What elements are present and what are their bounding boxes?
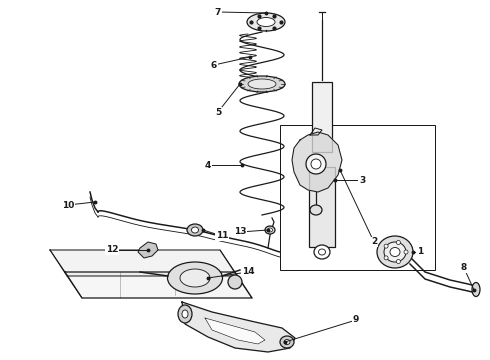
Ellipse shape: [180, 269, 210, 287]
Text: 14: 14: [242, 267, 254, 276]
Ellipse shape: [268, 228, 272, 232]
Ellipse shape: [311, 159, 321, 169]
Text: 7: 7: [215, 8, 221, 17]
Bar: [312, 82, 332, 152]
Text: 1: 1: [417, 248, 423, 256]
Text: 12: 12: [106, 246, 118, 255]
Ellipse shape: [472, 283, 480, 297]
Ellipse shape: [384, 244, 388, 248]
Ellipse shape: [318, 249, 325, 255]
Ellipse shape: [248, 79, 276, 89]
Ellipse shape: [377, 236, 413, 268]
Ellipse shape: [182, 310, 188, 318]
Ellipse shape: [265, 226, 275, 234]
Ellipse shape: [284, 339, 290, 345]
Bar: [309, 167, 335, 247]
Ellipse shape: [390, 248, 400, 256]
Ellipse shape: [310, 205, 322, 215]
Text: 8: 8: [461, 264, 467, 273]
Text: 10: 10: [62, 201, 74, 210]
Ellipse shape: [280, 336, 294, 348]
Ellipse shape: [384, 256, 388, 260]
Text: 4: 4: [205, 161, 211, 170]
Text: 2: 2: [371, 238, 377, 247]
Ellipse shape: [314, 245, 330, 259]
Text: 11: 11: [216, 231, 228, 240]
Ellipse shape: [384, 242, 406, 262]
Polygon shape: [50, 250, 237, 276]
Ellipse shape: [239, 76, 285, 92]
Text: 5: 5: [215, 108, 221, 117]
Text: 3: 3: [359, 176, 365, 185]
Ellipse shape: [168, 262, 222, 294]
Text: 6: 6: [211, 60, 217, 69]
Polygon shape: [138, 242, 158, 258]
Ellipse shape: [396, 240, 400, 244]
Polygon shape: [182, 302, 295, 352]
Ellipse shape: [192, 227, 198, 233]
Ellipse shape: [178, 305, 192, 323]
Text: 13: 13: [234, 228, 246, 237]
Ellipse shape: [404, 250, 408, 254]
Ellipse shape: [228, 275, 242, 289]
Ellipse shape: [247, 13, 285, 31]
Ellipse shape: [396, 260, 400, 264]
Ellipse shape: [187, 224, 203, 236]
Bar: [280, 125, 435, 270]
Text: 9: 9: [353, 315, 359, 324]
Ellipse shape: [257, 18, 275, 27]
Polygon shape: [65, 272, 252, 298]
Polygon shape: [292, 132, 342, 192]
Ellipse shape: [306, 154, 326, 174]
Polygon shape: [205, 318, 265, 344]
